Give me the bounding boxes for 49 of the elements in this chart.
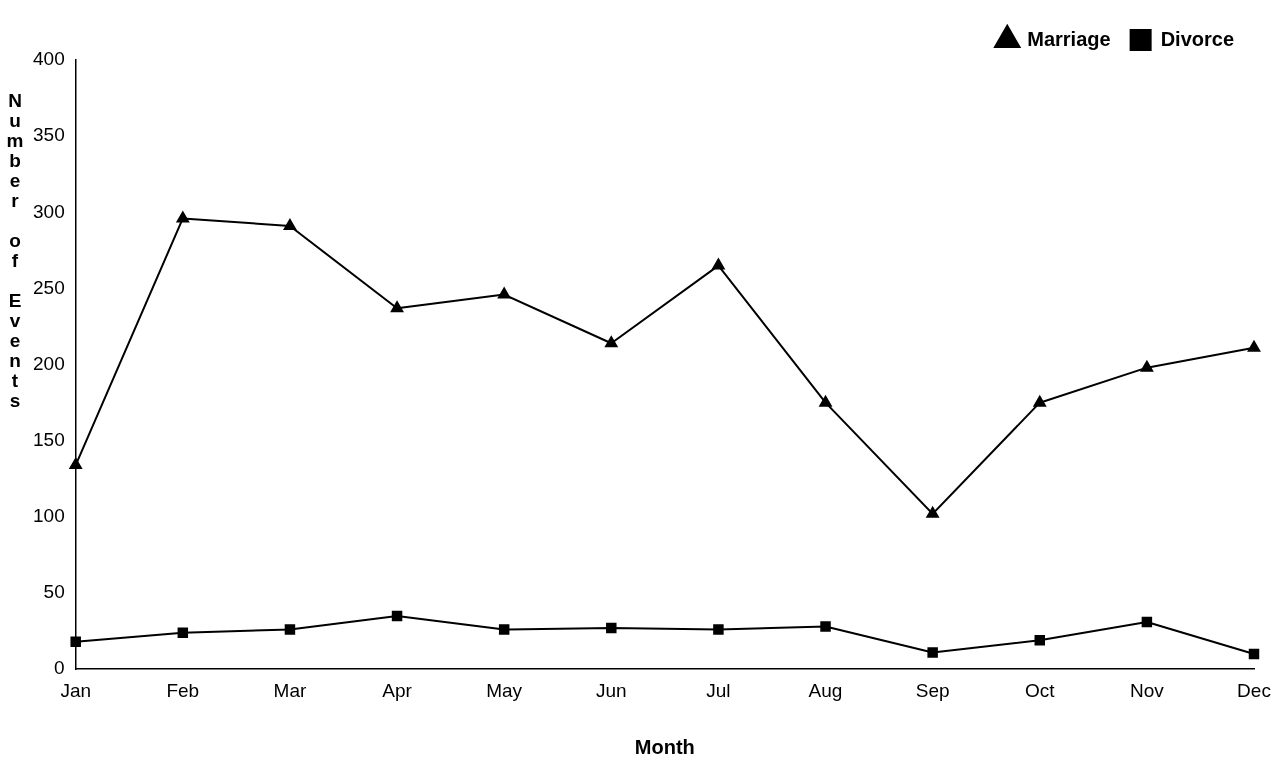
y-tick-label: 200 <box>33 352 65 374</box>
x-tick-label: Sep <box>915 679 950 701</box>
point <box>819 395 832 407</box>
x-tick-label: Jun <box>595 679 627 701</box>
point <box>1033 395 1046 407</box>
point <box>283 219 297 231</box>
point <box>176 211 190 223</box>
x-tick-label: Oct <box>1024 679 1056 701</box>
x-tick-label: May <box>486 679 523 701</box>
point <box>391 610 403 622</box>
x-tick-label: Apr <box>382 679 413 701</box>
point <box>284 624 296 635</box>
point <box>177 627 189 638</box>
point <box>1141 616 1153 628</box>
point <box>69 458 82 470</box>
point <box>926 506 939 518</box>
point <box>1140 360 1154 372</box>
point <box>605 336 618 348</box>
point <box>1247 340 1261 352</box>
point <box>1248 648 1260 660</box>
legend-label: Divorce <box>1160 27 1235 50</box>
x-tick-label: Mar <box>273 679 307 701</box>
y-axis-title: Number of Events <box>4 90 26 410</box>
point <box>712 258 725 270</box>
x-tick-label: Nov <box>1129 679 1165 701</box>
point <box>927 647 938 658</box>
legend-label: Marriage <box>1027 27 1111 50</box>
point <box>497 287 511 299</box>
point <box>70 636 81 648</box>
y-tick-label: 50 <box>43 581 65 603</box>
y-tick-label: 250 <box>33 276 65 298</box>
y-tick-label: 100 <box>33 505 65 527</box>
x-tick-label: Aug <box>808 679 843 701</box>
x-tick-label: Feb <box>166 679 200 701</box>
point <box>498 624 510 635</box>
y-tick-label: 150 <box>33 428 65 450</box>
point <box>1034 635 1046 646</box>
x-tick-label: Jan <box>60 679 92 701</box>
y-tick-label: 300 <box>33 200 65 222</box>
point <box>390 301 404 313</box>
x-tick-label: Dec <box>1237 679 1271 701</box>
y-tick-label: 0 <box>54 657 65 679</box>
y-tick-label: 350 <box>33 124 65 146</box>
y-tick-label: 400 <box>33 48 65 70</box>
point <box>820 621 831 632</box>
x-axis-title: Month <box>634 735 695 758</box>
point <box>713 624 724 635</box>
x-tick-label: Jul <box>706 679 731 701</box>
point <box>606 622 617 634</box>
